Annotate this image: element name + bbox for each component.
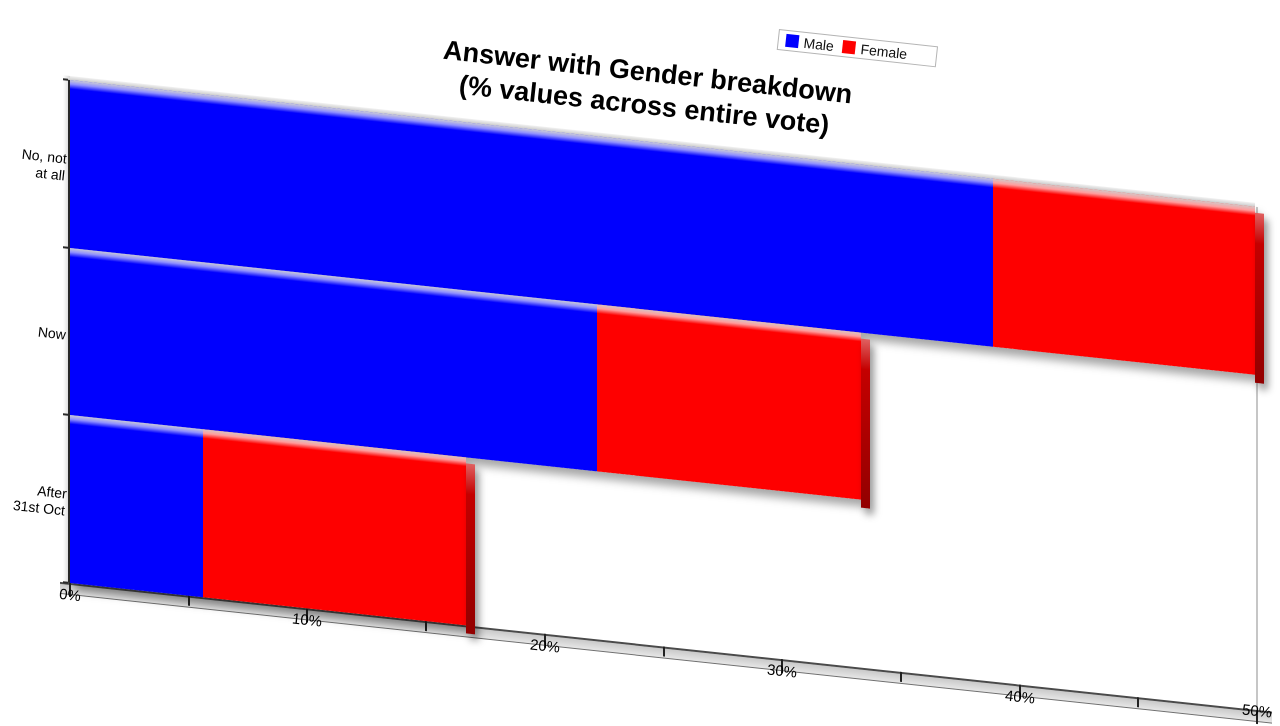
category-label: Now	[0, 319, 67, 343]
category-label: No, not at all	[0, 143, 68, 184]
legend-label-male: Male	[802, 34, 835, 54]
bar-segment-female-side-face	[1254, 212, 1264, 384]
x-axis-minor-tick	[662, 646, 665, 657]
bar-segment-female	[202, 429, 467, 626]
bar-segment-female-side-face	[860, 338, 870, 509]
legend-label-female: Female	[859, 40, 909, 62]
plot-area	[60, 74, 1272, 725]
x-axis-minor-tick	[425, 620, 428, 632]
legend: Male Female	[776, 29, 939, 68]
x-axis-floor-strip	[60, 581, 1272, 724]
x-axis-minor-tick	[187, 595, 190, 606]
category-label: After 31st Oct	[0, 479, 67, 520]
bar-segment-male	[70, 415, 203, 598]
y-axis-category-tick	[63, 78, 68, 81]
female-swatch-icon	[842, 40, 857, 55]
legend-item-female: Female	[842, 39, 908, 62]
y-axis-category-tick	[63, 413, 68, 417]
bar-segment-female-side-face	[466, 463, 476, 635]
x-axis-minor-tick	[899, 671, 902, 682]
category-label-line: Now	[37, 323, 67, 343]
legend-item-male: Male	[785, 32, 835, 54]
x-axis-minor-tick	[1137, 697, 1140, 708]
y-axis-category-tick	[63, 245, 68, 249]
bar-segment-female	[597, 304, 861, 500]
bar-segment-female	[993, 178, 1255, 375]
male-swatch-icon	[785, 33, 800, 49]
y-axis-category-tick	[63, 581, 68, 584]
